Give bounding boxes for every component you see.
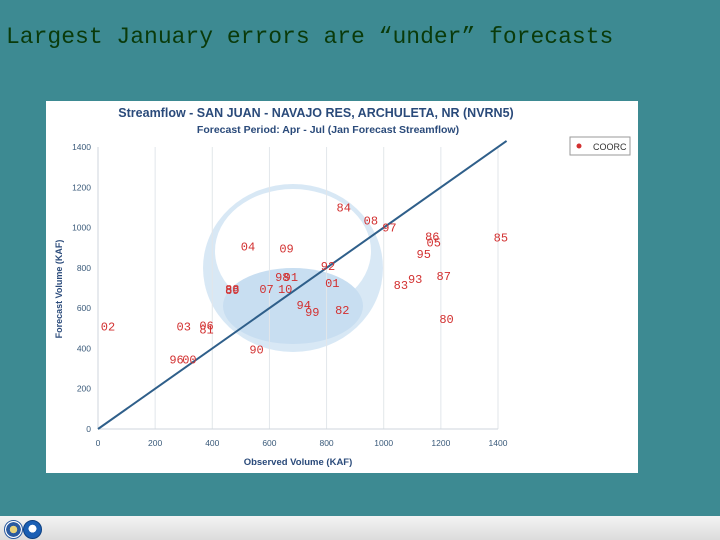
point-label-89: 89 xyxy=(225,284,239,298)
x-tick-labels: 0 200 400 600 800 1000 1200 1400 xyxy=(96,438,508,448)
y-tick-label: 200 xyxy=(77,384,91,394)
x-tick-label: 800 xyxy=(319,438,333,448)
point-label-98: 98 xyxy=(275,271,289,285)
scatter-chart: Streamflow - SAN JUAN - NAVAJO RES, ARCH… xyxy=(54,106,631,468)
x-tick-label: 1000 xyxy=(374,438,393,448)
x-tick-label: 400 xyxy=(205,438,219,448)
y-tick-label: 1000 xyxy=(72,223,91,233)
point-label-10: 10 xyxy=(278,283,292,297)
point-label-96: 96 xyxy=(169,354,183,368)
x-tick-label: 200 xyxy=(148,438,162,448)
point-label-08: 08 xyxy=(364,215,378,229)
point-label-86: 86 xyxy=(425,231,439,245)
chart-subtitle: Forecast Period: Apr - Jul (Jan Forecast… xyxy=(197,124,459,136)
legend-entry: COORC xyxy=(593,142,627,152)
point-label-83: 83 xyxy=(394,279,408,293)
point-label-01: 01 xyxy=(325,277,339,291)
chart-panel: Streamflow - SAN JUAN - NAVAJO RES, ARCH… xyxy=(46,101,638,473)
point-label-94: 94 xyxy=(297,299,311,313)
y-tick-label: 600 xyxy=(77,303,91,313)
x-tick-label: 1400 xyxy=(489,438,508,448)
axes xyxy=(97,147,498,430)
point-label-00: 00 xyxy=(182,354,196,368)
legend-box xyxy=(569,136,631,156)
point-label-09: 09 xyxy=(279,243,293,257)
slide-title: Largest January errors are “under” forec… xyxy=(6,24,614,50)
point-label-99: 99 xyxy=(305,306,319,320)
grid-lines xyxy=(154,147,499,429)
point-label-92: 92 xyxy=(321,260,335,274)
point-label-91: 91 xyxy=(284,271,298,285)
point-label-81: 81 xyxy=(199,323,213,337)
doc-seal-logo-icon xyxy=(4,520,23,539)
x-tick-label: 0 xyxy=(96,438,101,448)
y-tick-labels: 0 200 400 600 800 1000 1200 1400 xyxy=(72,142,91,434)
point-label-90: 90 xyxy=(249,343,263,357)
point-label-82: 82 xyxy=(335,304,349,318)
legend-marker xyxy=(576,143,582,149)
point-label-07: 07 xyxy=(259,283,273,297)
point-label-03: 03 xyxy=(177,320,191,334)
point-label-87: 87 xyxy=(437,270,451,284)
y-tick-label: 0 xyxy=(86,424,91,434)
point-label-84: 84 xyxy=(337,201,351,215)
point-label-80: 80 xyxy=(439,313,453,327)
x-axis-label: Observed Volume (KAF) xyxy=(244,457,353,468)
y-tick-label: 1200 xyxy=(72,182,91,192)
noaa-watermark-icon xyxy=(203,184,383,352)
diagonal-reference-line xyxy=(97,140,508,430)
x-tick-label: 600 xyxy=(262,438,276,448)
point-label-02: 02 xyxy=(101,320,115,334)
x-tick-label: 1200 xyxy=(431,438,450,448)
point-label-06: 06 xyxy=(199,319,213,333)
legend: COORC xyxy=(569,136,631,156)
point-label-97: 97 xyxy=(382,222,396,236)
footer-bar xyxy=(0,516,720,540)
point-label-04: 04 xyxy=(241,241,255,255)
point-label-88: 88 xyxy=(225,283,239,297)
point-label-95: 95 xyxy=(417,248,431,262)
point-label-85: 85 xyxy=(494,232,508,246)
y-tick-label: 1400 xyxy=(72,142,91,152)
y-tick-label: 800 xyxy=(77,263,91,273)
point-label-05: 05 xyxy=(427,237,441,251)
point-label-93: 93 xyxy=(408,273,422,287)
y-axis-label: Forecast Volume (KAF) xyxy=(54,240,64,339)
chart-title: Streamflow - SAN JUAN - NAVAJO RES, ARCH… xyxy=(118,106,513,120)
y-tick-label: 400 xyxy=(77,343,91,353)
noaa-logo-icon xyxy=(23,520,42,539)
